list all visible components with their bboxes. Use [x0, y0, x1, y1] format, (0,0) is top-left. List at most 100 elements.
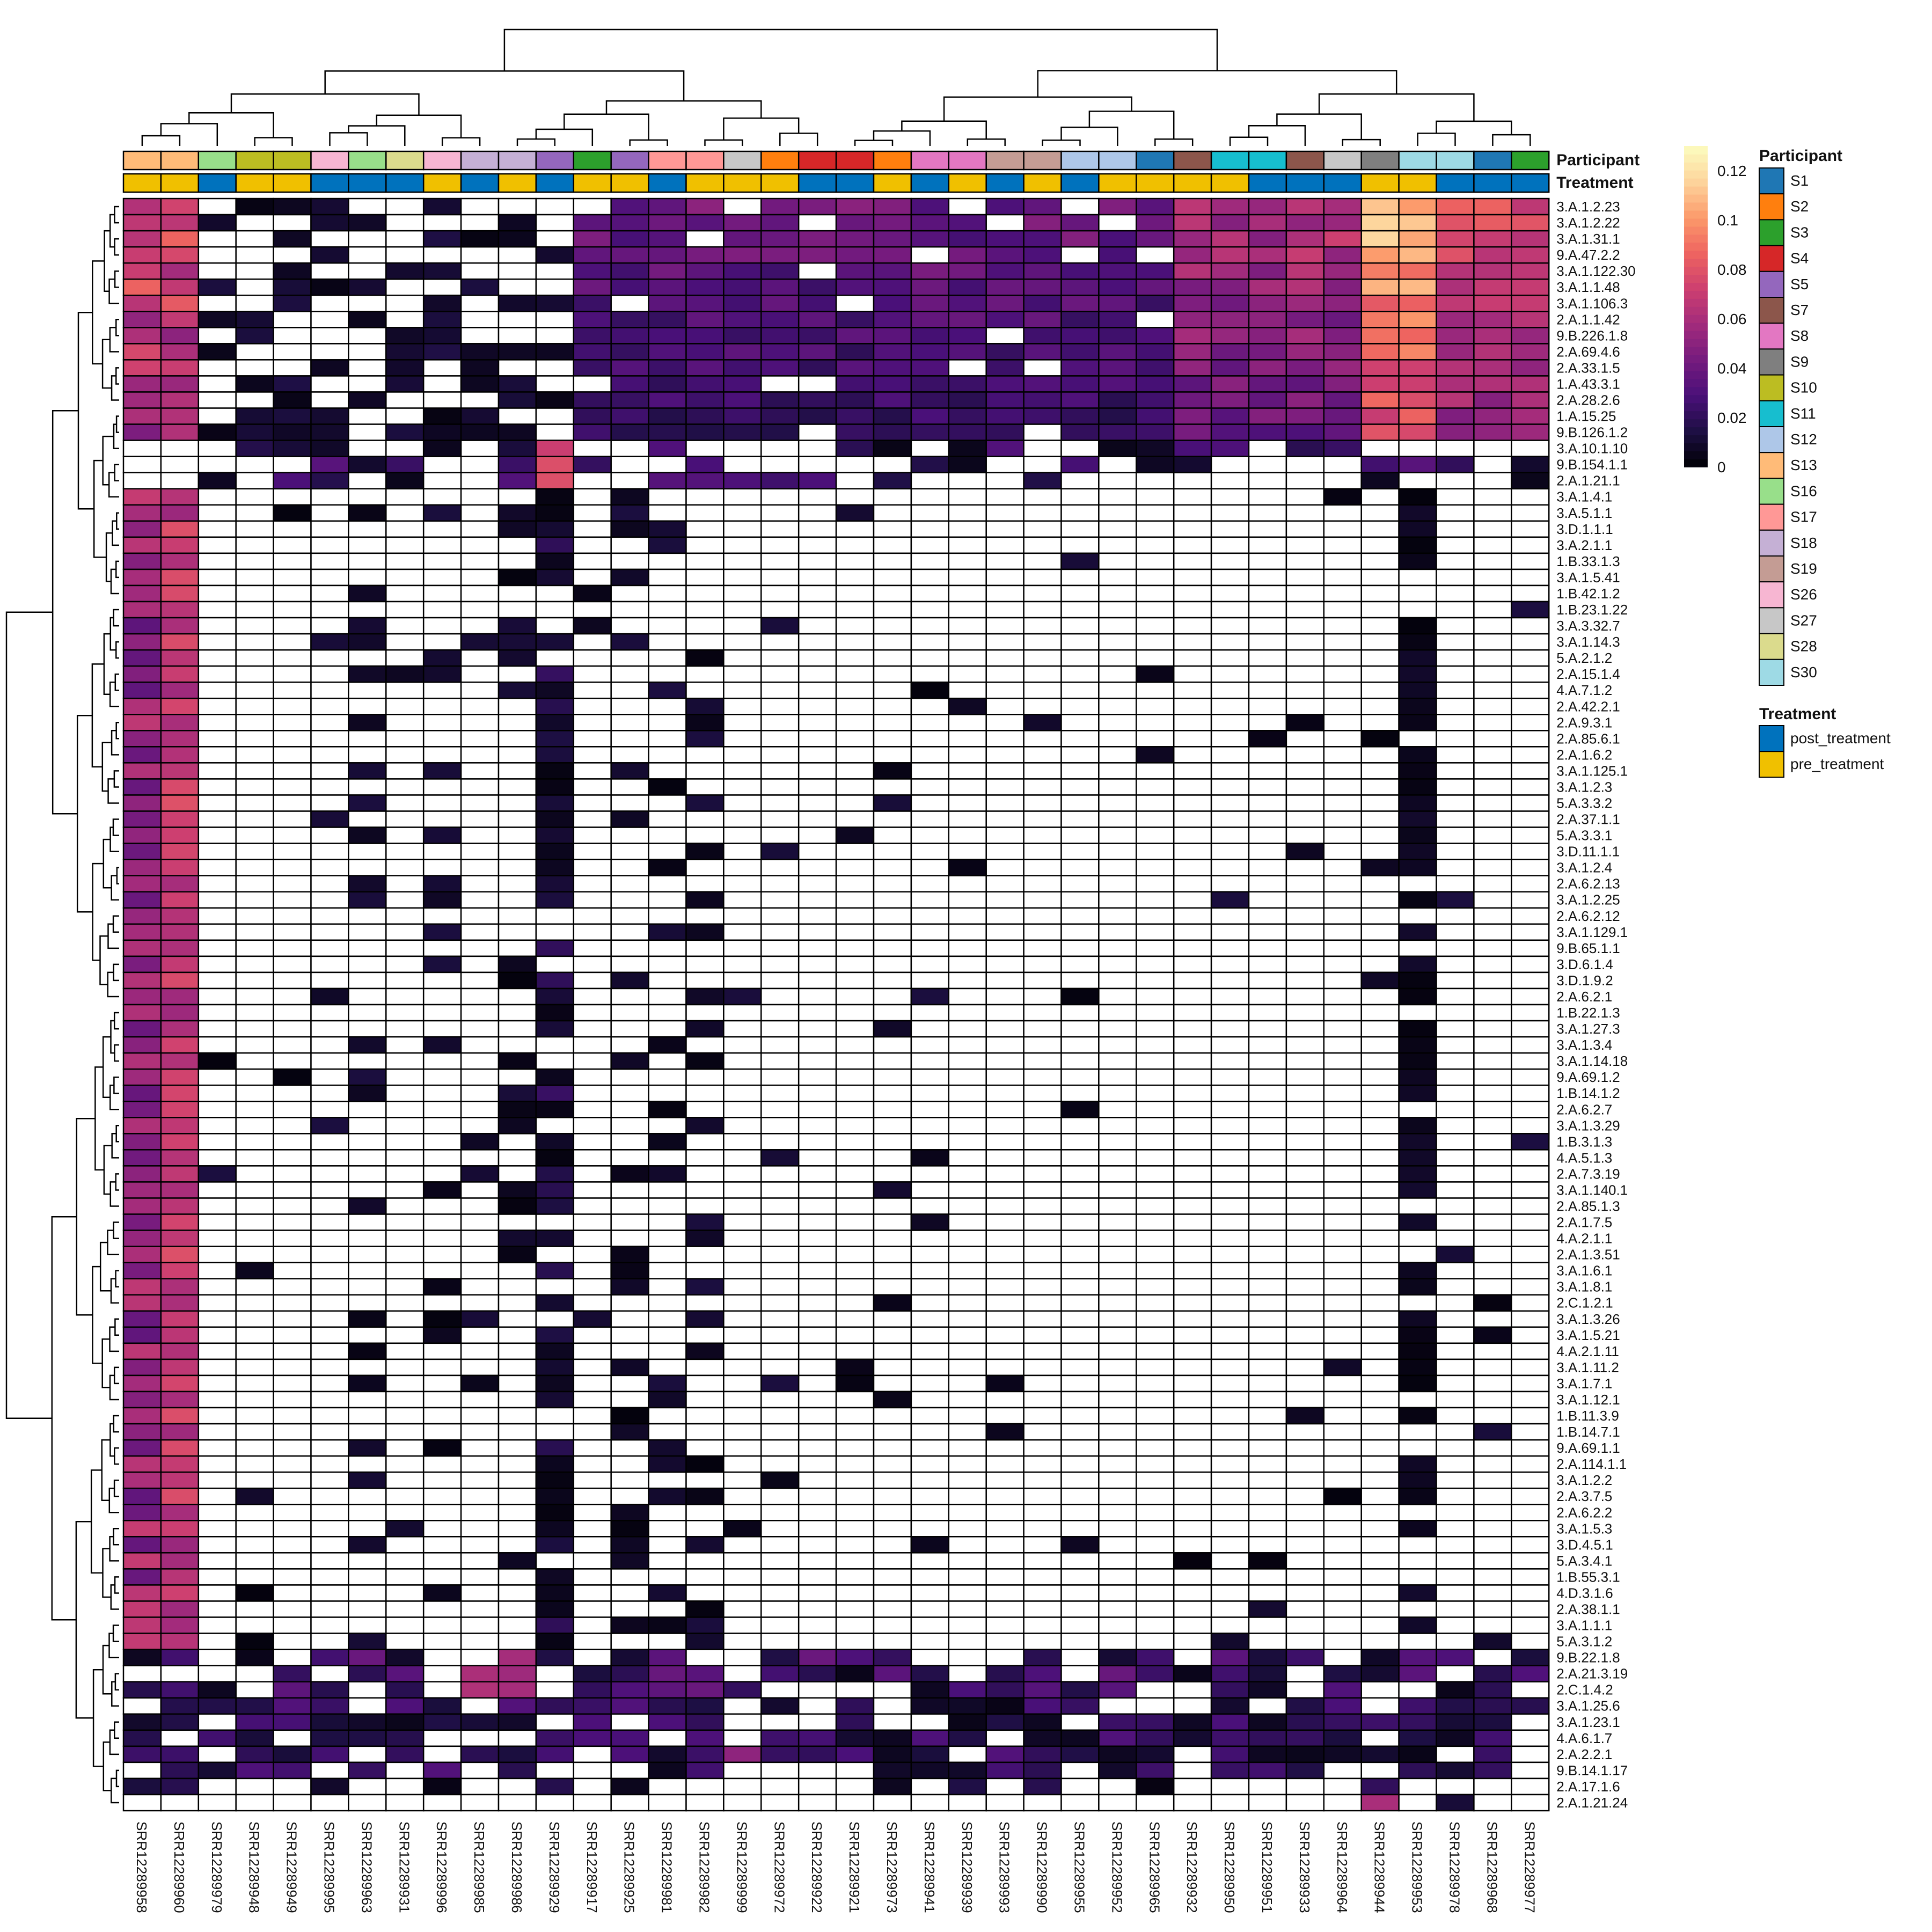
heatmap-cell — [685, 327, 724, 345]
heatmap-cell — [310, 1326, 349, 1344]
heatmap-cell — [310, 1713, 349, 1731]
heatmap-cell — [1436, 294, 1475, 312]
heatmap-cell — [160, 746, 200, 764]
heatmap-cell — [873, 665, 912, 683]
heatmap-cell — [535, 681, 575, 699]
heatmap-cell — [797, 1455, 837, 1473]
heatmap-cell — [685, 1181, 724, 1199]
heatmap-cell — [422, 1310, 462, 1328]
heatmap-cell — [273, 278, 312, 296]
heatmap-cell — [648, 907, 687, 925]
heatmap-cell — [1360, 1439, 1400, 1457]
heatmap-cell — [797, 1342, 837, 1360]
treatment-annotation-cell — [1511, 173, 1550, 193]
heatmap-cell — [1285, 1536, 1325, 1554]
heatmap-cell — [460, 730, 500, 748]
heatmap-cell — [1060, 1100, 1100, 1118]
heatmap-cell — [310, 440, 349, 457]
heatmap-cell — [422, 633, 462, 651]
row-label: 3.A.1.6.1 — [1556, 1263, 1612, 1279]
heatmap-cell — [310, 1310, 349, 1328]
heatmap-cell — [497, 568, 537, 587]
heatmap-cell — [985, 601, 1024, 619]
heatmap-cell — [1173, 1262, 1212, 1279]
heatmap-cell — [497, 1439, 537, 1457]
heatmap-cell — [1360, 246, 1400, 264]
heatmap-cell — [1098, 197, 1137, 216]
heatmap-cell — [610, 1358, 649, 1377]
heatmap-cell — [1210, 714, 1250, 731]
heatmap-cell — [573, 214, 612, 232]
heatmap-cell — [948, 343, 987, 361]
heatmap-cell — [985, 1197, 1024, 1215]
heatmap-cell — [273, 520, 312, 538]
heatmap-cell — [1323, 601, 1362, 619]
heatmap-cell — [1173, 1745, 1212, 1763]
heatmap-cell — [685, 859, 724, 876]
heatmap-cell — [235, 456, 274, 473]
heatmap-cell — [197, 923, 237, 941]
heatmap-cell — [422, 923, 462, 941]
heatmap-cell — [348, 907, 387, 925]
heatmap-cell — [497, 1745, 537, 1763]
heatmap-cell — [273, 665, 312, 683]
heatmap-cell — [422, 907, 462, 925]
heatmap-cell — [685, 891, 724, 909]
participant-annotation-cell — [1360, 150, 1400, 171]
heatmap-cell — [573, 197, 612, 216]
heatmap-cell — [273, 1133, 312, 1151]
heatmap-cell — [1023, 327, 1062, 345]
heatmap-cell — [723, 1503, 762, 1521]
heatmap-cell — [797, 1794, 837, 1812]
heatmap-cell — [648, 1294, 687, 1312]
heatmap-cell — [1210, 1665, 1250, 1682]
heatmap-cell — [422, 1342, 462, 1360]
heatmap-cell — [1060, 327, 1100, 345]
heatmap-cell — [310, 278, 349, 296]
heatmap-cell — [273, 343, 312, 361]
heatmap-cell — [1360, 520, 1400, 538]
heatmap-cell — [1473, 1633, 1512, 1650]
heatmap-cell — [197, 1391, 237, 1409]
heatmap-cell — [835, 697, 875, 715]
heatmap-cell — [910, 1616, 950, 1634]
heatmap-cell — [235, 197, 274, 216]
heatmap-cell — [497, 1649, 537, 1666]
heatmap-cell — [573, 649, 612, 667]
heatmap-cell — [1098, 633, 1137, 651]
heatmap-cell — [273, 423, 312, 441]
heatmap-cell — [1173, 987, 1212, 1006]
heatmap-cell — [122, 359, 162, 377]
row-dendrogram-branch — [114, 464, 119, 481]
heatmap-cell — [1436, 794, 1475, 812]
heatmap-cell — [1360, 327, 1400, 345]
heatmap-cell — [197, 584, 237, 603]
heatmap-cell — [197, 1020, 237, 1038]
heatmap-cell — [497, 230, 537, 248]
heatmap-cell — [1023, 504, 1062, 522]
heatmap-cell — [160, 1230, 200, 1247]
heatmap-cell — [197, 536, 237, 554]
participant-annotation-cell — [1285, 150, 1325, 171]
heatmap-cell — [460, 1487, 500, 1505]
treatment-annotation-cell — [197, 173, 237, 193]
heatmap-cell — [122, 794, 162, 812]
heatmap-cell — [948, 1439, 987, 1457]
heatmap-cell — [348, 1503, 387, 1521]
heatmap-cell — [422, 246, 462, 264]
heatmap-cell — [685, 230, 724, 248]
heatmap-cell — [385, 1036, 425, 1054]
heatmap-cell — [760, 1133, 800, 1151]
row-dendrogram-branch — [105, 532, 113, 582]
heatmap-cell — [760, 1423, 800, 1441]
heatmap-cell — [1136, 1439, 1175, 1457]
heatmap-cell — [535, 923, 575, 941]
heatmap-cell — [1398, 327, 1437, 345]
heatmap-cell — [422, 568, 462, 587]
heatmap-cell — [910, 230, 950, 248]
heatmap-cell — [273, 1713, 312, 1731]
heatmap-cell — [1136, 1310, 1175, 1328]
heatmap-cell — [835, 1004, 875, 1022]
heatmap-cell — [1248, 327, 1287, 345]
heatmap-cell — [573, 1633, 612, 1650]
